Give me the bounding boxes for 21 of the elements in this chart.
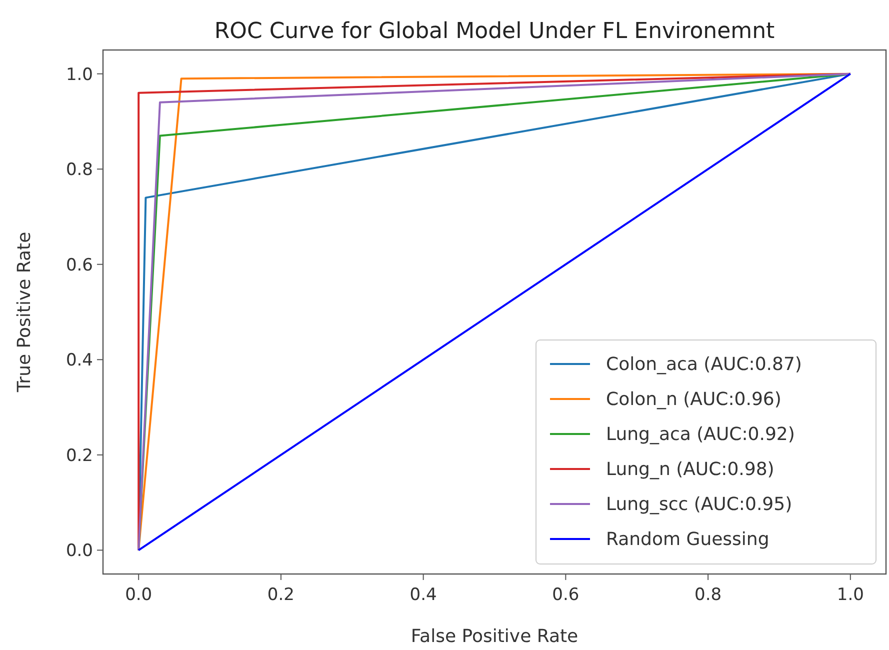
y-tick-label: 0.6 <box>66 255 93 276</box>
legend-label: Random Guessing <box>606 529 770 550</box>
legend-label: Lung_aca (AUC:0.92) <box>606 424 795 445</box>
x-tick-label: 0.4 <box>410 585 437 605</box>
x-tick-label: 0.6 <box>552 585 580 605</box>
x-tick-label: 0.8 <box>694 585 722 605</box>
y-axis-title: True Positive Rate <box>14 232 35 394</box>
x-axis-title: False Positive Rate <box>410 626 578 647</box>
legend-label: Colon_aca (AUC:0.87) <box>606 354 802 375</box>
y-tick-label: 0.8 <box>66 160 93 180</box>
x-tick-label: 0.2 <box>267 585 294 605</box>
y-tick-label: 0.0 <box>66 541 93 562</box>
legend-label: Lung_n (AUC:0.98) <box>606 459 774 480</box>
x-tick-label: 0.0 <box>125 585 152 605</box>
x-tick-label: 1.0 <box>836 585 864 605</box>
y-tick-label: 0.2 <box>66 446 93 466</box>
chart-title: ROC Curve for Global Model Under FL Environemnt <box>214 19 776 44</box>
y-tick-label: 1.0 <box>66 64 93 85</box>
y-tick-label: 0.4 <box>66 350 93 371</box>
legend-label: Colon_n (AUC:0.96) <box>606 389 782 410</box>
legend-label: Lung_scc (AUC:0.95) <box>606 494 792 515</box>
